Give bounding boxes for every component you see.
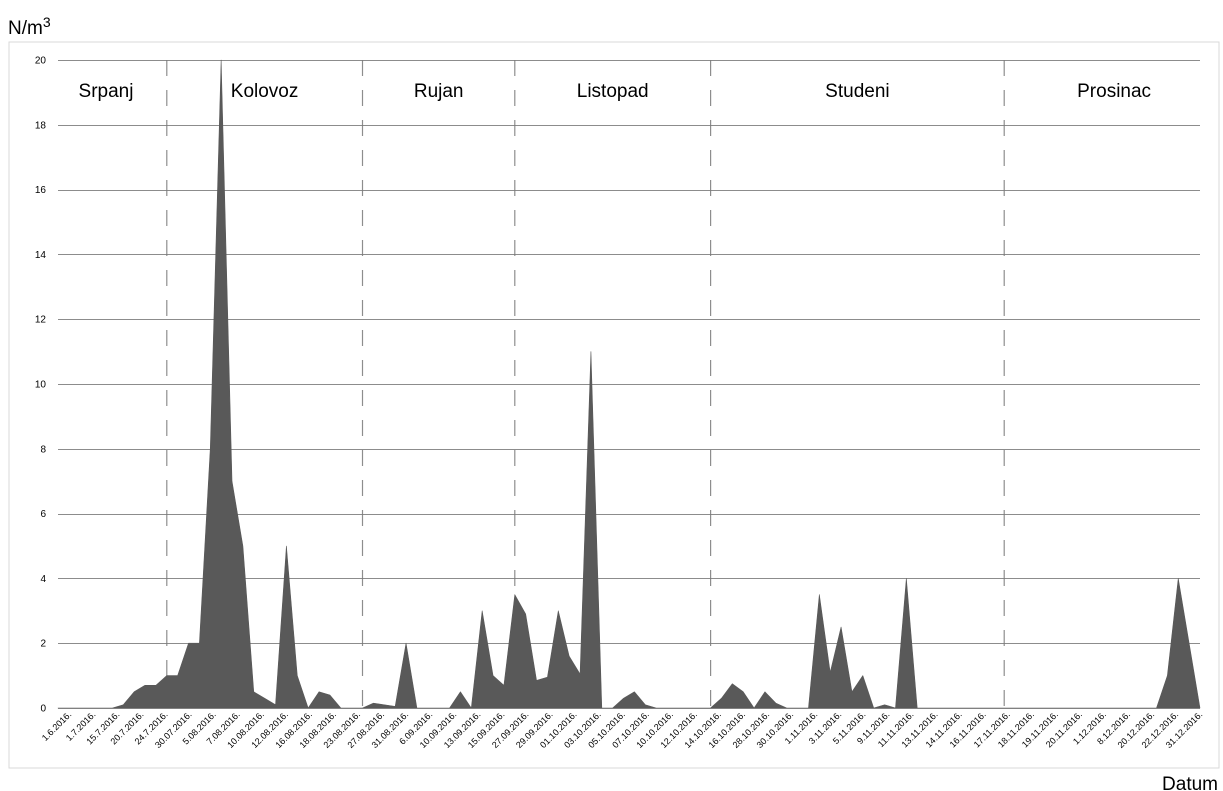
month-label: Studeni [825,81,889,102]
month-label: Listopad [577,81,649,102]
y-tick-label: 18 [35,120,47,131]
y-tick-label: 14 [35,250,47,261]
y-tick-label: 20 [35,56,47,67]
x-tick-labels: 1.6.2016.1.7.2016.15.7.2016.20.7.2016.24… [40,709,1205,750]
y-tick-label: 8 [40,444,46,455]
gridlines [58,60,1200,644]
y-tick-labels: 0 2 4 6 8 10 12 14 16 18 20 [35,56,47,715]
y-tick-label: 4 [40,574,46,585]
month-label: Kolovoz [231,81,299,102]
y-tick-label: 10 [35,380,47,391]
y-tick-label: 0 [40,704,46,715]
x-axis-title: Datum [1162,774,1218,791]
month-label: Prosinac [1077,81,1151,102]
month-labels: Srpanj Kolovoz Rujan Listopad Studeni Prosina… [79,81,1152,102]
y-tick-label: 16 [35,185,47,196]
y-axis-title: N/m3 [8,14,51,39]
chart-frame [8,41,1220,769]
y-tick-label: 12 [35,315,47,326]
y-tick-label: 2 [40,639,46,650]
y-tick-label: 6 [40,509,46,520]
month-label: Rujan [414,81,464,102]
month-label: Srpanj [79,81,134,102]
